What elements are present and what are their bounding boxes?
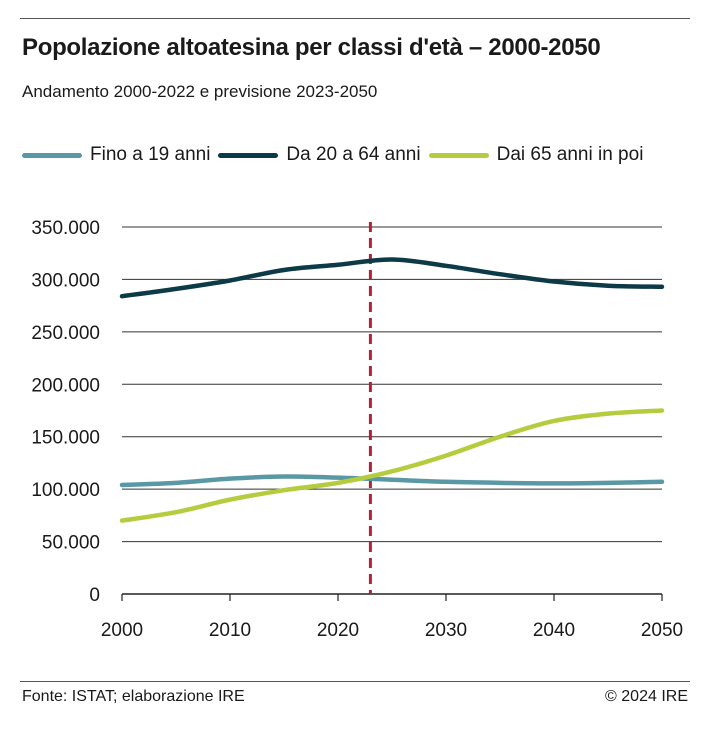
y-axis: 0 50.000 100.000 150.000 200.000 250.000 300.0… <box>31 218 100 606</box>
legend-item-under-19: Fino a 19 anni <box>22 144 210 166</box>
legend-label-20-64: Da 20 a 64 anni <box>286 144 421 165</box>
legend-label-under-19: Fino a 19 anni <box>90 144 211 165</box>
legend-swatch-under-19 <box>22 152 82 158</box>
legend-label-65-plus: Dai 65 anni in poi <box>496 144 644 165</box>
legend: Fino a 19 anni Da 20 a 64 anni Dai 65 an… <box>22 144 651 166</box>
series-line-20-64 <box>119 257 665 299</box>
y-tick-label: 300.000 <box>31 270 100 291</box>
y-tick-label: 50.000 <box>42 533 100 554</box>
legend-swatch-65-plus <box>428 152 489 158</box>
chart-title: Popolazione altoatesina per classi d'età… <box>22 34 601 61</box>
x-tick-label: 2050 <box>641 620 683 641</box>
x-tick-label: 2020 <box>317 620 359 641</box>
footer-copyright: © 2024 IRE <box>605 688 688 705</box>
y-tick-label: 0 <box>89 585 100 606</box>
series-line-65-plus <box>119 408 665 523</box>
x-axis: 2000 2010 2020 2030 2040 2050 <box>101 594 683 641</box>
x-tick-label: 2000 <box>101 620 143 641</box>
y-tick-label: 100.000 <box>31 480 100 501</box>
footer-source: Fonte: ISTAT; elaborazione IRE <box>22 688 245 705</box>
series-lines <box>119 257 665 523</box>
top-rule <box>20 18 690 19</box>
bottom-rule <box>20 681 690 682</box>
legend-item-65-plus: Dai 65 anni in poi <box>428 144 644 166</box>
x-tick-label: 2040 <box>533 620 575 641</box>
x-tick-label: 2030 <box>425 620 467 641</box>
legend-item-20-64: Da 20 a 64 anni <box>218 144 421 166</box>
x-tick-label: 2010 <box>209 620 251 641</box>
legend-swatch-20-64 <box>218 152 279 158</box>
y-tick-label: 350.000 <box>31 218 100 239</box>
y-tick-label: 200.000 <box>31 375 100 396</box>
y-tick-label: 150.000 <box>31 428 100 449</box>
series-line-under-19 <box>119 474 665 488</box>
gridlines <box>122 226 662 595</box>
y-tick-label: 250.000 <box>31 323 100 344</box>
chart-subtitle: Andamento 2000-2022 e previsione 2023-20… <box>22 82 378 101</box>
